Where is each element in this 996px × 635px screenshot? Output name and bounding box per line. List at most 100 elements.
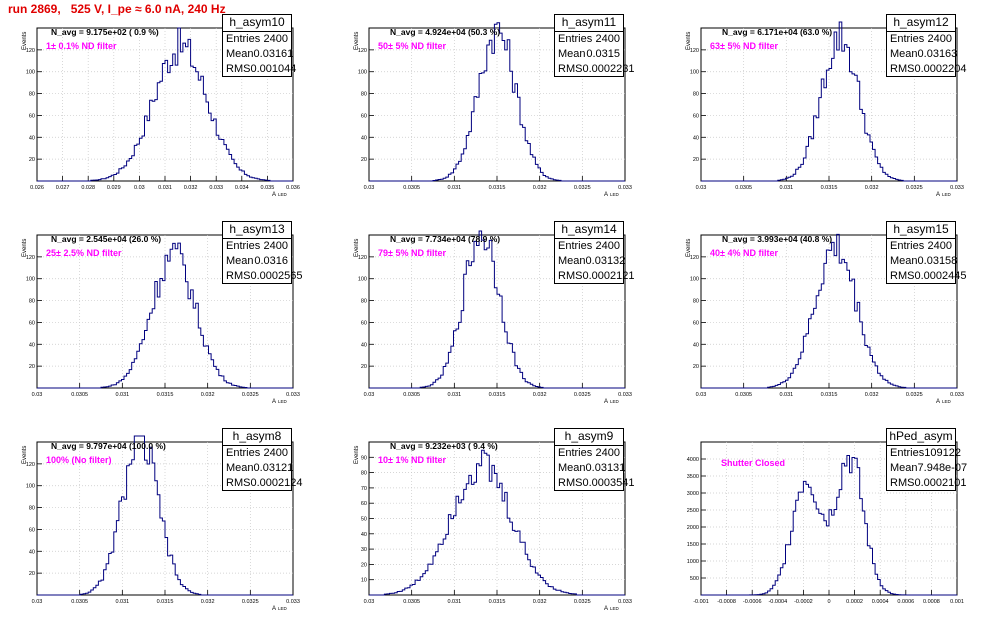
n-avg-label: N_avg = 9.175e+02 ( 0.9 %) [51, 27, 159, 37]
stats-value-mean: 0.03158 [917, 255, 958, 267]
histogram-name: h_asym13 [223, 222, 291, 239]
filter-label: 100% (No filter) [46, 455, 112, 465]
x-tick-label: 0.032 [865, 185, 879, 191]
stats-row-mean: Mean 0.03131 [555, 461, 625, 476]
x-axis-label: A LED [936, 192, 951, 198]
stats-box: h_asym15 Entries 2400 Mean 0.03158 RMS 0.00024… [886, 221, 966, 284]
x-tick-label: 0.0315 [489, 392, 506, 398]
y-tick-label: 100 [26, 70, 35, 76]
histogram-plot: 0.03 0.0305 0.031 0.0315 0.032 0.0325 0.033 20 4… [690, 21, 964, 191]
n-avg-label: N_avg = 7.734e+04 (78.9 %) [390, 234, 501, 244]
x-tick-label: -0.001 [693, 599, 709, 605]
y-tick-label: 500 [690, 576, 699, 582]
x-tick-label: 0.035 [261, 185, 275, 191]
x-tick-label: 0.029 [107, 185, 121, 191]
stats-box: h_asym14 Entries 2400 Mean 0.03132 RMS 0.00021… [554, 221, 634, 284]
stats-value-mean: 0.03121 [253, 462, 294, 474]
x-tick-label: 0.0325 [574, 185, 591, 191]
stats-label-rms: RMS [558, 63, 583, 75]
n-avg-label: N_avg = 9.232e+03 ( 9.4 %) [390, 441, 498, 451]
x-tick-label: 0.0315 [821, 185, 838, 191]
x-tick-label: 0.0008 [923, 599, 940, 605]
y-tick-label: 20 [693, 364, 699, 370]
filter-label: 1± 0.1% ND filter [46, 41, 117, 51]
x-axis-label: A LED [604, 606, 619, 612]
stats-row-entries: Entries 2400 [555, 32, 623, 47]
stats-row-mean: Mean 0.03161 [223, 47, 293, 62]
histogram-series [369, 449, 625, 596]
histogram-plot: 0.03 0.0305 0.031 0.0315 0.032 0.0325 0.033 20 4… [358, 22, 632, 191]
y-axis-label: Events [686, 31, 692, 50]
histogram-plot: 0.03 0.0305 0.031 0.0315 0.032 0.0325 0.033 20 4… [26, 435, 300, 605]
histogram-panel: 0.026 0.027 0.028 0.029 0.03 0.031 0.032 0.033 0… [0, 14, 332, 221]
n-avg-label: N_avg = 9.797e+04 (100.0 %) [51, 441, 166, 451]
stats-label-rms: RMS [226, 63, 251, 75]
x-tick-label: 0.033 [950, 392, 964, 398]
stats-label-mean: Mean [890, 48, 918, 60]
x-tick-label: 0.032 [201, 599, 215, 605]
y-tick-label: 80 [361, 92, 367, 98]
stats-label-rms: RMS [558, 270, 583, 282]
histogram-panel: 0.03 0.0305 0.031 0.0315 0.032 0.0325 0.033 20 4… [0, 428, 332, 635]
x-tick-label: 0.031 [115, 599, 129, 605]
y-axis-label: Events [354, 238, 360, 257]
x-tick-label: 0.0315 [821, 392, 838, 398]
y-axis-label: Events [686, 238, 692, 257]
filter-label: 40± 4% ND filter [710, 248, 778, 258]
stats-label-rms: RMS [890, 63, 915, 75]
histogram-name: h_asym11 [555, 15, 623, 32]
y-tick-label: 1000 [687, 559, 699, 565]
x-tick-label: 0.0325 [906, 185, 923, 191]
filter-label: 79± 5% ND filter [378, 248, 446, 258]
histogram-plot: 0.03 0.0305 0.031 0.0315 0.032 0.0325 0.033 10 2… [361, 441, 632, 605]
x-axis-label-subscript: LED [610, 192, 619, 197]
stats-value-entries: 2400 [263, 33, 288, 45]
y-tick-label: 40 [693, 342, 699, 348]
run-title: run 2869, 525 V, I_pe ≈ 6.0 nA, 240 Hz [8, 2, 226, 16]
x-axis-label-main: A [272, 399, 277, 405]
x-tick-label: 0.033 [286, 599, 300, 605]
stats-label-mean: Mean [890, 255, 918, 267]
y-tick-label: 120 [26, 255, 35, 261]
x-axis-label-subscript: LED [942, 399, 951, 404]
x-tick-label: 0.03 [364, 185, 375, 191]
y-tick-label: 60 [29, 320, 35, 326]
x-tick-label: 0.033 [618, 185, 632, 191]
stats-row-entries: Entries 2400 [887, 239, 955, 254]
x-tick-label: 0.031 [115, 392, 129, 398]
stats-row-mean: Mean 0.0316 [223, 254, 291, 269]
x-tick-label: 0.032 [201, 392, 215, 398]
y-tick-label: 90 [361, 455, 367, 461]
x-tick-label: 0.0305 [403, 392, 420, 398]
stats-value-entries: 2400 [263, 240, 288, 252]
y-tick-label: 20 [361, 562, 367, 568]
stats-box: hPed_asym Entries 109122 Mean 7.948e-07 RMS 0.… [886, 428, 967, 491]
stats-value-mean: 0.0316 [254, 255, 288, 267]
histogram-series [369, 22, 625, 182]
stats-value-rms: 0.0003541 [582, 477, 635, 489]
x-tick-label: 0.033 [618, 392, 632, 398]
filter-label: 25± 2.5% ND filter [46, 248, 122, 258]
y-tick-label: 60 [29, 113, 35, 119]
stats-box: h_asym12 Entries 2400 Mean 0.03163 RMS 0.00022… [886, 14, 966, 77]
stats-box: h_asym9 Entries 2400 Mean 0.03131 RMS 0.000354… [554, 428, 634, 491]
y-tick-label: 40 [29, 135, 35, 141]
histogram-plot: -0.001 -0.0008 -0.0006 -0.0004 -0.0002 0 0.000… [687, 441, 964, 605]
histogram-name: h_asym8 [223, 429, 291, 446]
x-tick-label: 0.0305 [735, 185, 752, 191]
stats-value-rms: 0.001044 [250, 63, 297, 75]
stats-label-rms: RMS [890, 270, 915, 282]
histogram-series [37, 242, 293, 389]
histogram-series [701, 455, 957, 596]
x-tick-label: 0.026 [30, 185, 44, 191]
y-tick-label: 10 [361, 578, 367, 584]
y-tick-label: 100 [690, 70, 699, 76]
histogram-series [701, 21, 957, 182]
x-tick-label: -0.0006 [743, 599, 762, 605]
x-tick-label: 0.03 [364, 599, 375, 605]
y-axis-label: Events [22, 445, 28, 464]
stats-value-entries: 109122 [924, 447, 961, 459]
histogram-plot: 0.03 0.0305 0.031 0.0315 0.032 0.0325 0.033 20 4… [26, 234, 300, 398]
histogram-panel: 0.03 0.0305 0.031 0.0315 0.032 0.0325 0.033 20 4… [0, 221, 332, 428]
x-axis-label-subscript: LED [610, 399, 619, 404]
